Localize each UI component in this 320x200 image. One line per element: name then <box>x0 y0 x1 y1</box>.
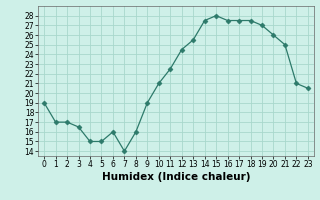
X-axis label: Humidex (Indice chaleur): Humidex (Indice chaleur) <box>102 172 250 182</box>
